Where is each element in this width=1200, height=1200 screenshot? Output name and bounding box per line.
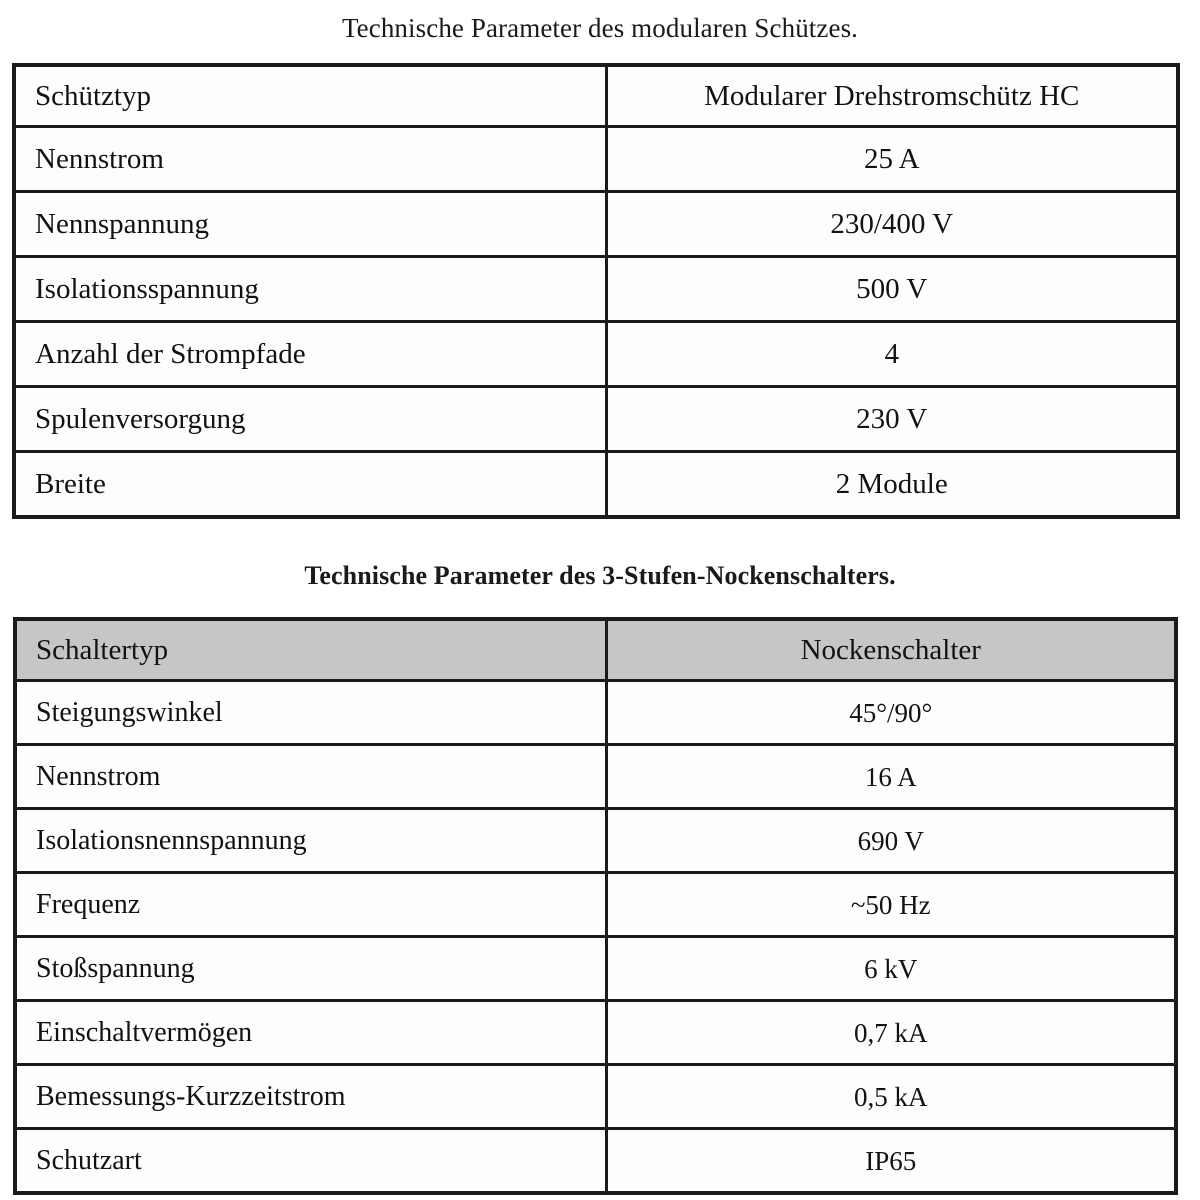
table-row: Frequenz ~50 Hz [13, 871, 1178, 938]
table-row: Breite 2 Module [12, 450, 1180, 519]
header-label-parameter: Schütztyp [35, 80, 151, 112]
parameter-label: Nennstrom [36, 760, 161, 792]
parameter-cell: Frequenz [13, 871, 608, 938]
value-cell: IP65 [604, 1127, 1178, 1195]
table-row: Isolationsspannung 500 V [12, 255, 1180, 323]
parameter-label: Steigungswinkel [36, 696, 223, 728]
header-cell-parameter: Schütztyp [12, 63, 608, 128]
parameter-cell: Schutzart [13, 1127, 608, 1195]
table-header-row: Schaltertyp Nockenschalter [13, 617, 1178, 682]
table-row: Nennspannung 230/400 V [12, 190, 1180, 258]
table-row: Stoßspannung 6 kV [13, 935, 1178, 1002]
value-label: 16 A [864, 761, 917, 792]
parameter-cell: Isolationsnennspannung [13, 807, 608, 874]
table-row: Anzahl der Strompfade 4 [12, 320, 1180, 388]
table-row: Spulenversorgung 230 V [12, 385, 1180, 453]
value-label: 690 V [857, 825, 924, 856]
table-row: Einschaltvermögen 0,7 kA [13, 999, 1178, 1066]
value-cell: 0,5 kA [604, 1063, 1178, 1130]
parameter-label: Bemessungs-Kurzzeitstrom [36, 1080, 346, 1112]
parameter-cell: Anzahl der Strompfade [12, 320, 608, 388]
parameter-cell: Nennstrom [12, 125, 608, 193]
table-row: Steigungswinkel 45°/90° [13, 679, 1178, 746]
value-label: 4 [884, 338, 900, 370]
header-cell-parameter: Schaltertyp [13, 617, 608, 682]
parameter-label: Anzahl der Strompfade [35, 338, 306, 370]
parameter-cell: Breite [12, 450, 608, 519]
value-cell: ~50 Hz [604, 871, 1178, 938]
parameter-cell: Isolationsspannung [12, 255, 608, 323]
parameter-cell: Nennstrom [13, 743, 608, 810]
table-row: Isolationsnennspannung 690 V [13, 807, 1178, 874]
parameter-label: Breite [35, 468, 106, 500]
value-label: 230/400 V [830, 208, 954, 240]
value-cell: 690 V [604, 807, 1178, 874]
parameter-cell: Spulenversorgung [12, 385, 608, 453]
table-row: Nennstrom 25 A [12, 125, 1180, 193]
parameter-cell: Stoßspannung [13, 935, 608, 1002]
value-cell: 45°/90° [604, 679, 1178, 746]
value-cell: 230 V [604, 385, 1180, 453]
parameter-label: Stoßspannung [36, 952, 195, 984]
parameter-label: Schutzart [36, 1144, 142, 1176]
value-label: 6 kV [864, 953, 918, 984]
parameter-cell: Bemessungs-Kurzzeitstrom [13, 1063, 608, 1130]
value-label: 45°/90° [849, 697, 933, 728]
header-cell-value: Modularer Drehstromschütz HC [604, 63, 1180, 128]
parameter-cell: Nennspannung [12, 190, 608, 258]
parameter-cell: Einschaltvermögen [13, 999, 608, 1066]
value-label: IP65 [865, 1145, 917, 1176]
header-label-value: Nockenschalter [800, 634, 981, 666]
value-cell: 2 Module [604, 450, 1180, 519]
value-cell: 0,7 kA [604, 999, 1178, 1066]
parameter-label: Isolationsnennspannung [36, 824, 307, 856]
value-label: 25 A [863, 143, 920, 175]
table-header-row: Schütztyp Modularer Drehstromschütz HC [12, 63, 1180, 128]
value-label: ~50 Hz [850, 889, 931, 920]
parameter-label: Frequenz [36, 888, 141, 920]
value-cell: 6 kV [604, 935, 1178, 1002]
table-2-caption: Technische Parameter des 3-Stufen-Nocken… [304, 561, 896, 590]
value-label: 2 Module [835, 468, 948, 500]
value-cell: 16 A [604, 743, 1178, 810]
cam-switch-spec-table: Schaltertyp Nockenschalter Steigungswink… [13, 617, 1178, 1195]
value-label: 230 V [856, 403, 928, 435]
contactor-spec-table: Schütztyp Modularer Drehstromschütz HC N… [12, 63, 1180, 519]
value-cell: 4 [604, 320, 1180, 388]
value-label: 0,5 kA [854, 1081, 928, 1112]
table-row: Schutzart IP65 [13, 1127, 1178, 1195]
header-label-value: Modularer Drehstromschütz HC [704, 80, 1080, 112]
header-cell-value: Nockenschalter [604, 617, 1178, 682]
parameter-label: Spulenversorgung [35, 403, 246, 435]
value-label: 0,7 kA [854, 1017, 928, 1048]
header-label-parameter: Schaltertyp [36, 634, 169, 666]
table-row: Nennstrom 16 A [13, 743, 1178, 810]
parameter-label: Einschaltvermögen [36, 1016, 253, 1048]
value-cell: 500 V [604, 255, 1180, 323]
parameter-cell: Steigungswinkel [13, 679, 608, 746]
value-cell: 230/400 V [604, 190, 1180, 258]
value-label: 500 V [856, 273, 928, 305]
parameter-label: Isolationsspannung [35, 273, 259, 305]
parameter-label: Nennspannung [35, 208, 209, 240]
value-cell: 25 A [604, 125, 1180, 193]
table-1-caption: Technische Parameter des modularen Schüt… [341, 13, 859, 43]
parameter-label: Nennstrom [35, 143, 164, 175]
table-row: Bemessungs-Kurzzeitstrom 0,5 kA [13, 1063, 1178, 1130]
